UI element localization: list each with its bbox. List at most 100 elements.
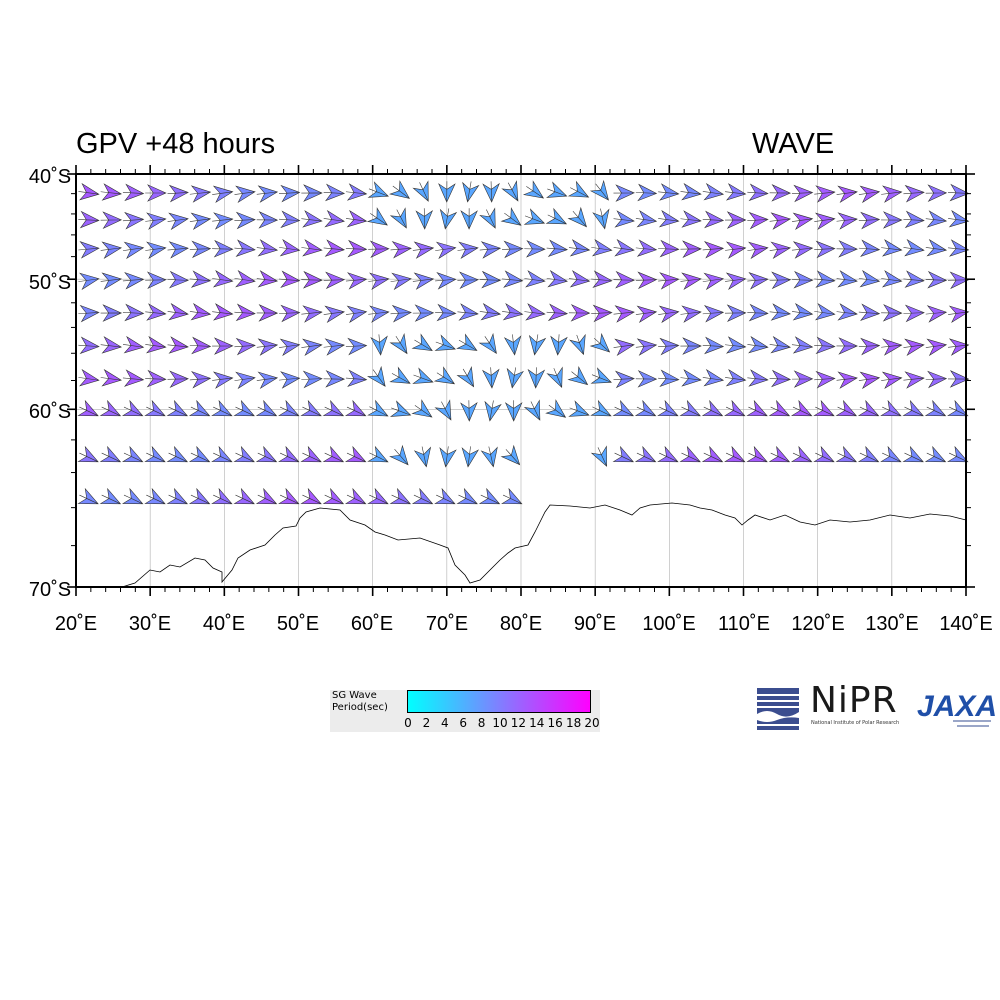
wave-arrow bbox=[435, 241, 457, 260]
wave-arrow bbox=[122, 303, 145, 322]
wave-arrow bbox=[925, 370, 948, 389]
wave-arrow bbox=[344, 445, 367, 463]
wave-arrow bbox=[881, 304, 903, 322]
wave-arrow bbox=[527, 367, 546, 389]
wave-arrow bbox=[567, 206, 587, 228]
wave-arrow bbox=[702, 336, 725, 355]
wave-arrow bbox=[591, 238, 613, 257]
wave-arrow bbox=[145, 335, 167, 354]
latitude-labels: 40˚S 50˚S 60˚S 70˚S bbox=[29, 166, 71, 601]
wave-arrow bbox=[925, 338, 948, 357]
wave-arrow bbox=[790, 399, 813, 417]
wave-arrow bbox=[322, 399, 345, 417]
wave-arrow bbox=[724, 304, 747, 322]
wave-arrow bbox=[366, 207, 388, 226]
wave-arrow bbox=[212, 270, 234, 288]
wave-arrow bbox=[857, 399, 880, 417]
wave-arrow bbox=[635, 209, 658, 228]
jaxa-logo-icon: JAXA bbox=[917, 690, 997, 727]
wave-arrow bbox=[344, 399, 367, 417]
wave-arrow bbox=[658, 369, 680, 388]
legend-tick-label: 4 bbox=[440, 716, 449, 730]
wave-arrow bbox=[523, 208, 546, 225]
wave-arrow bbox=[746, 399, 768, 417]
wave-arrow bbox=[747, 183, 769, 202]
wave-arrow bbox=[903, 338, 925, 357]
wave-arrow bbox=[479, 241, 502, 259]
wave-arrow bbox=[456, 487, 478, 505]
wave-arrow bbox=[569, 333, 586, 356]
wave-arrow bbox=[345, 305, 368, 324]
wave-arrow bbox=[389, 400, 412, 417]
wave-arrow bbox=[791, 241, 814, 259]
wave-arrow bbox=[814, 302, 836, 321]
wave-arrow bbox=[279, 210, 301, 229]
wave-arrow bbox=[367, 181, 389, 198]
wave-arrow bbox=[747, 335, 769, 354]
wave-arrow bbox=[279, 338, 301, 357]
wave-arrow bbox=[481, 367, 500, 389]
wave-arrow bbox=[255, 487, 278, 505]
wave-arrow bbox=[122, 335, 145, 354]
wave-arrow bbox=[613, 210, 635, 228]
wave-arrow bbox=[501, 487, 523, 505]
wave-arrow bbox=[769, 271, 792, 290]
wave-arrow bbox=[590, 367, 612, 384]
wave-arrow bbox=[456, 333, 478, 351]
wave-arrow bbox=[635, 338, 658, 356]
map-title: GPV +48 hours bbox=[76, 128, 276, 160]
wave-arrow bbox=[725, 368, 747, 387]
legend-title: SG Wave Period(sec) bbox=[332, 690, 388, 714]
wave-arrow bbox=[122, 271, 145, 290]
lon-label: 110˚E bbox=[718, 613, 770, 635]
wave-arrow bbox=[881, 211, 903, 229]
legend-tick-label: 0 bbox=[404, 716, 412, 730]
wave-arrow bbox=[880, 445, 902, 463]
lon-label: 140˚E bbox=[939, 613, 992, 635]
wave-arrow bbox=[256, 304, 279, 322]
wave-arrow bbox=[724, 399, 746, 417]
antarctic-coastline bbox=[121, 502, 967, 588]
wave-arrow bbox=[814, 212, 836, 231]
wave-arrow bbox=[412, 241, 435, 259]
wave-arrow bbox=[658, 305, 680, 324]
wave-arrow bbox=[323, 209, 345, 228]
wave-arrow bbox=[522, 180, 545, 199]
wave-arrow bbox=[881, 270, 903, 288]
wave-arrow bbox=[411, 399, 433, 418]
wave-arrow bbox=[478, 332, 497, 355]
wave-arrow bbox=[461, 446, 480, 468]
wave-arrow bbox=[412, 272, 435, 290]
wave-arrow bbox=[925, 270, 948, 289]
wave-arrow bbox=[166, 487, 189, 505]
wave-arrow bbox=[524, 270, 546, 288]
wave-arrow bbox=[145, 184, 167, 202]
wave-arrow bbox=[528, 334, 547, 356]
wave-arrow bbox=[256, 371, 279, 390]
wave-arrow bbox=[702, 240, 725, 259]
wave-arrow bbox=[145, 241, 167, 259]
wave-arrow bbox=[457, 241, 479, 259]
wave-arrow bbox=[77, 399, 99, 417]
wave-arrow bbox=[613, 370, 635, 389]
wave-arrow bbox=[301, 305, 323, 323]
wave-arrow bbox=[323, 183, 346, 202]
wave-arrow bbox=[947, 399, 969, 417]
wave-arrow bbox=[680, 210, 702, 228]
wave-arrow bbox=[368, 305, 390, 323]
wave-arrow bbox=[613, 238, 635, 257]
wave-arrow bbox=[903, 304, 925, 323]
wave-arrow bbox=[903, 371, 925, 389]
wave-arrow bbox=[345, 183, 368, 201]
wave-arrow bbox=[791, 302, 814, 321]
wave-arrow bbox=[568, 270, 591, 288]
wave-arrow bbox=[635, 239, 658, 257]
wave-arrow bbox=[503, 334, 522, 356]
wave-arrow bbox=[814, 270, 836, 288]
wave-arrow bbox=[924, 399, 947, 417]
wave-arrow bbox=[482, 181, 500, 203]
wave-arrow bbox=[323, 370, 346, 388]
wave-arrow bbox=[746, 445, 768, 463]
wave-arrow bbox=[725, 336, 747, 354]
